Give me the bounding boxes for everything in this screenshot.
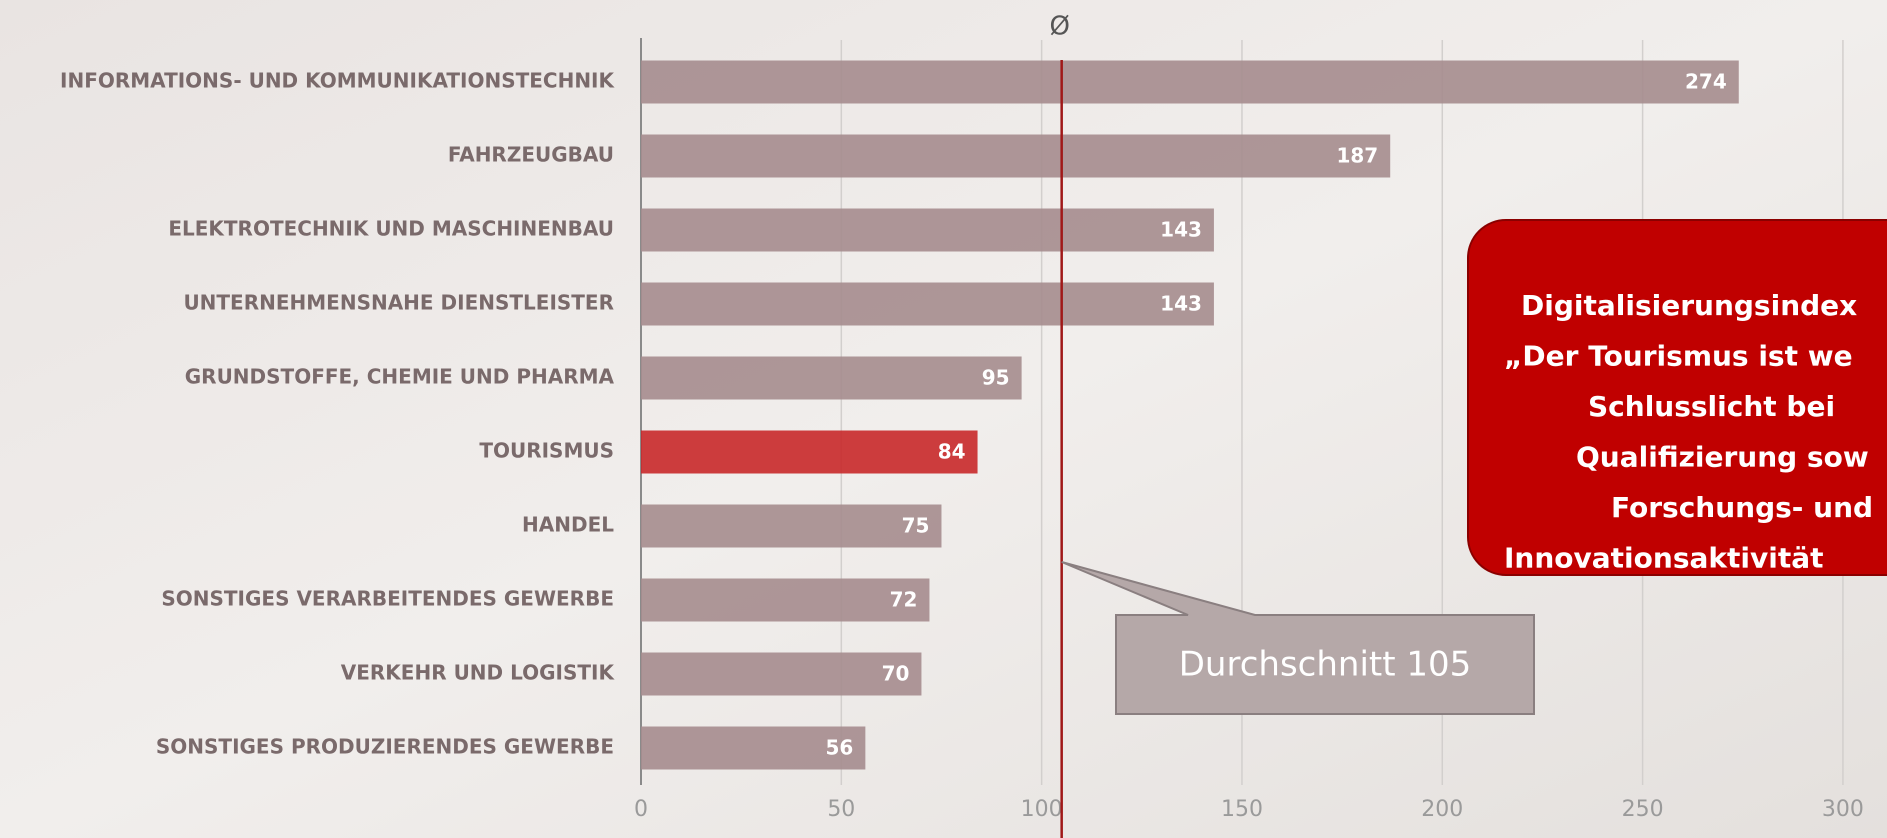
value-label: 84 xyxy=(938,440,966,464)
bar xyxy=(641,653,921,696)
category-label: UNTERNEHMENSNAHE DIENSTLEISTER xyxy=(183,291,614,315)
x-tick-label: 250 xyxy=(1622,797,1664,822)
annotation-line: Qualifizierung sow xyxy=(1576,441,1869,474)
bar xyxy=(641,135,1390,178)
bar xyxy=(641,61,1739,104)
category-label: SONSTIGES VERARBEITENDES GEWERBE xyxy=(161,587,614,611)
annotation-line: Schlusslicht bei xyxy=(1588,390,1835,423)
category-label: VERKEHR UND LOGISTIK xyxy=(341,661,616,685)
annotation-line: Innovationsaktivität xyxy=(1504,542,1824,575)
x-tick-label: 0 xyxy=(634,797,648,822)
average-symbol: Ø xyxy=(1049,12,1069,42)
chart: 0 50 100 150 200 250 300 INFORMATIONS- UND KOMM… xyxy=(0,0,1887,838)
category-label: TOURISMUS xyxy=(479,439,614,463)
value-label: 95 xyxy=(982,366,1010,390)
value-label: 70 xyxy=(882,662,910,686)
bar xyxy=(641,357,1022,400)
bar xyxy=(641,209,1214,252)
x-tick-label: 100 xyxy=(1021,797,1063,822)
value-label: 187 xyxy=(1336,144,1378,168)
x-tick-label: 150 xyxy=(1221,797,1263,822)
category-label: FAHRZEUGBAU xyxy=(448,143,614,167)
average-label: Durchschnitt 105 xyxy=(1179,645,1472,685)
value-label: 75 xyxy=(902,514,930,538)
category-label: GRUNDSTOFFE, CHEMIE UND PHARMA xyxy=(185,365,615,389)
x-tick-label: 300 xyxy=(1822,797,1864,822)
value-label: 72 xyxy=(890,588,918,612)
value-label: 143 xyxy=(1160,292,1202,316)
bar xyxy=(641,431,978,474)
bar xyxy=(641,505,941,548)
annotation-line: „Der Tourismus ist we xyxy=(1504,340,1853,373)
value-label: 274 xyxy=(1685,70,1727,94)
x-tick-label: 200 xyxy=(1421,797,1463,822)
bar xyxy=(641,283,1214,326)
annotation-line: Digitalisierungsindex xyxy=(1521,289,1857,322)
category-label: SONSTIGES PRODUZIERENDES GEWERBE xyxy=(156,735,614,759)
bar xyxy=(641,579,929,622)
category-label: INFORMATIONS- UND KOMMUNIKATIONSTECHNIK xyxy=(60,69,615,93)
category-label: HANDEL xyxy=(522,513,614,537)
annotation-line: Forschungs- und xyxy=(1611,491,1873,524)
category-label: ELEKTROTECHNIK UND MASCHINENBAU xyxy=(168,217,614,241)
x-tick-label: 50 xyxy=(827,797,855,822)
value-label: 143 xyxy=(1160,218,1202,242)
value-label: 56 xyxy=(826,736,854,760)
